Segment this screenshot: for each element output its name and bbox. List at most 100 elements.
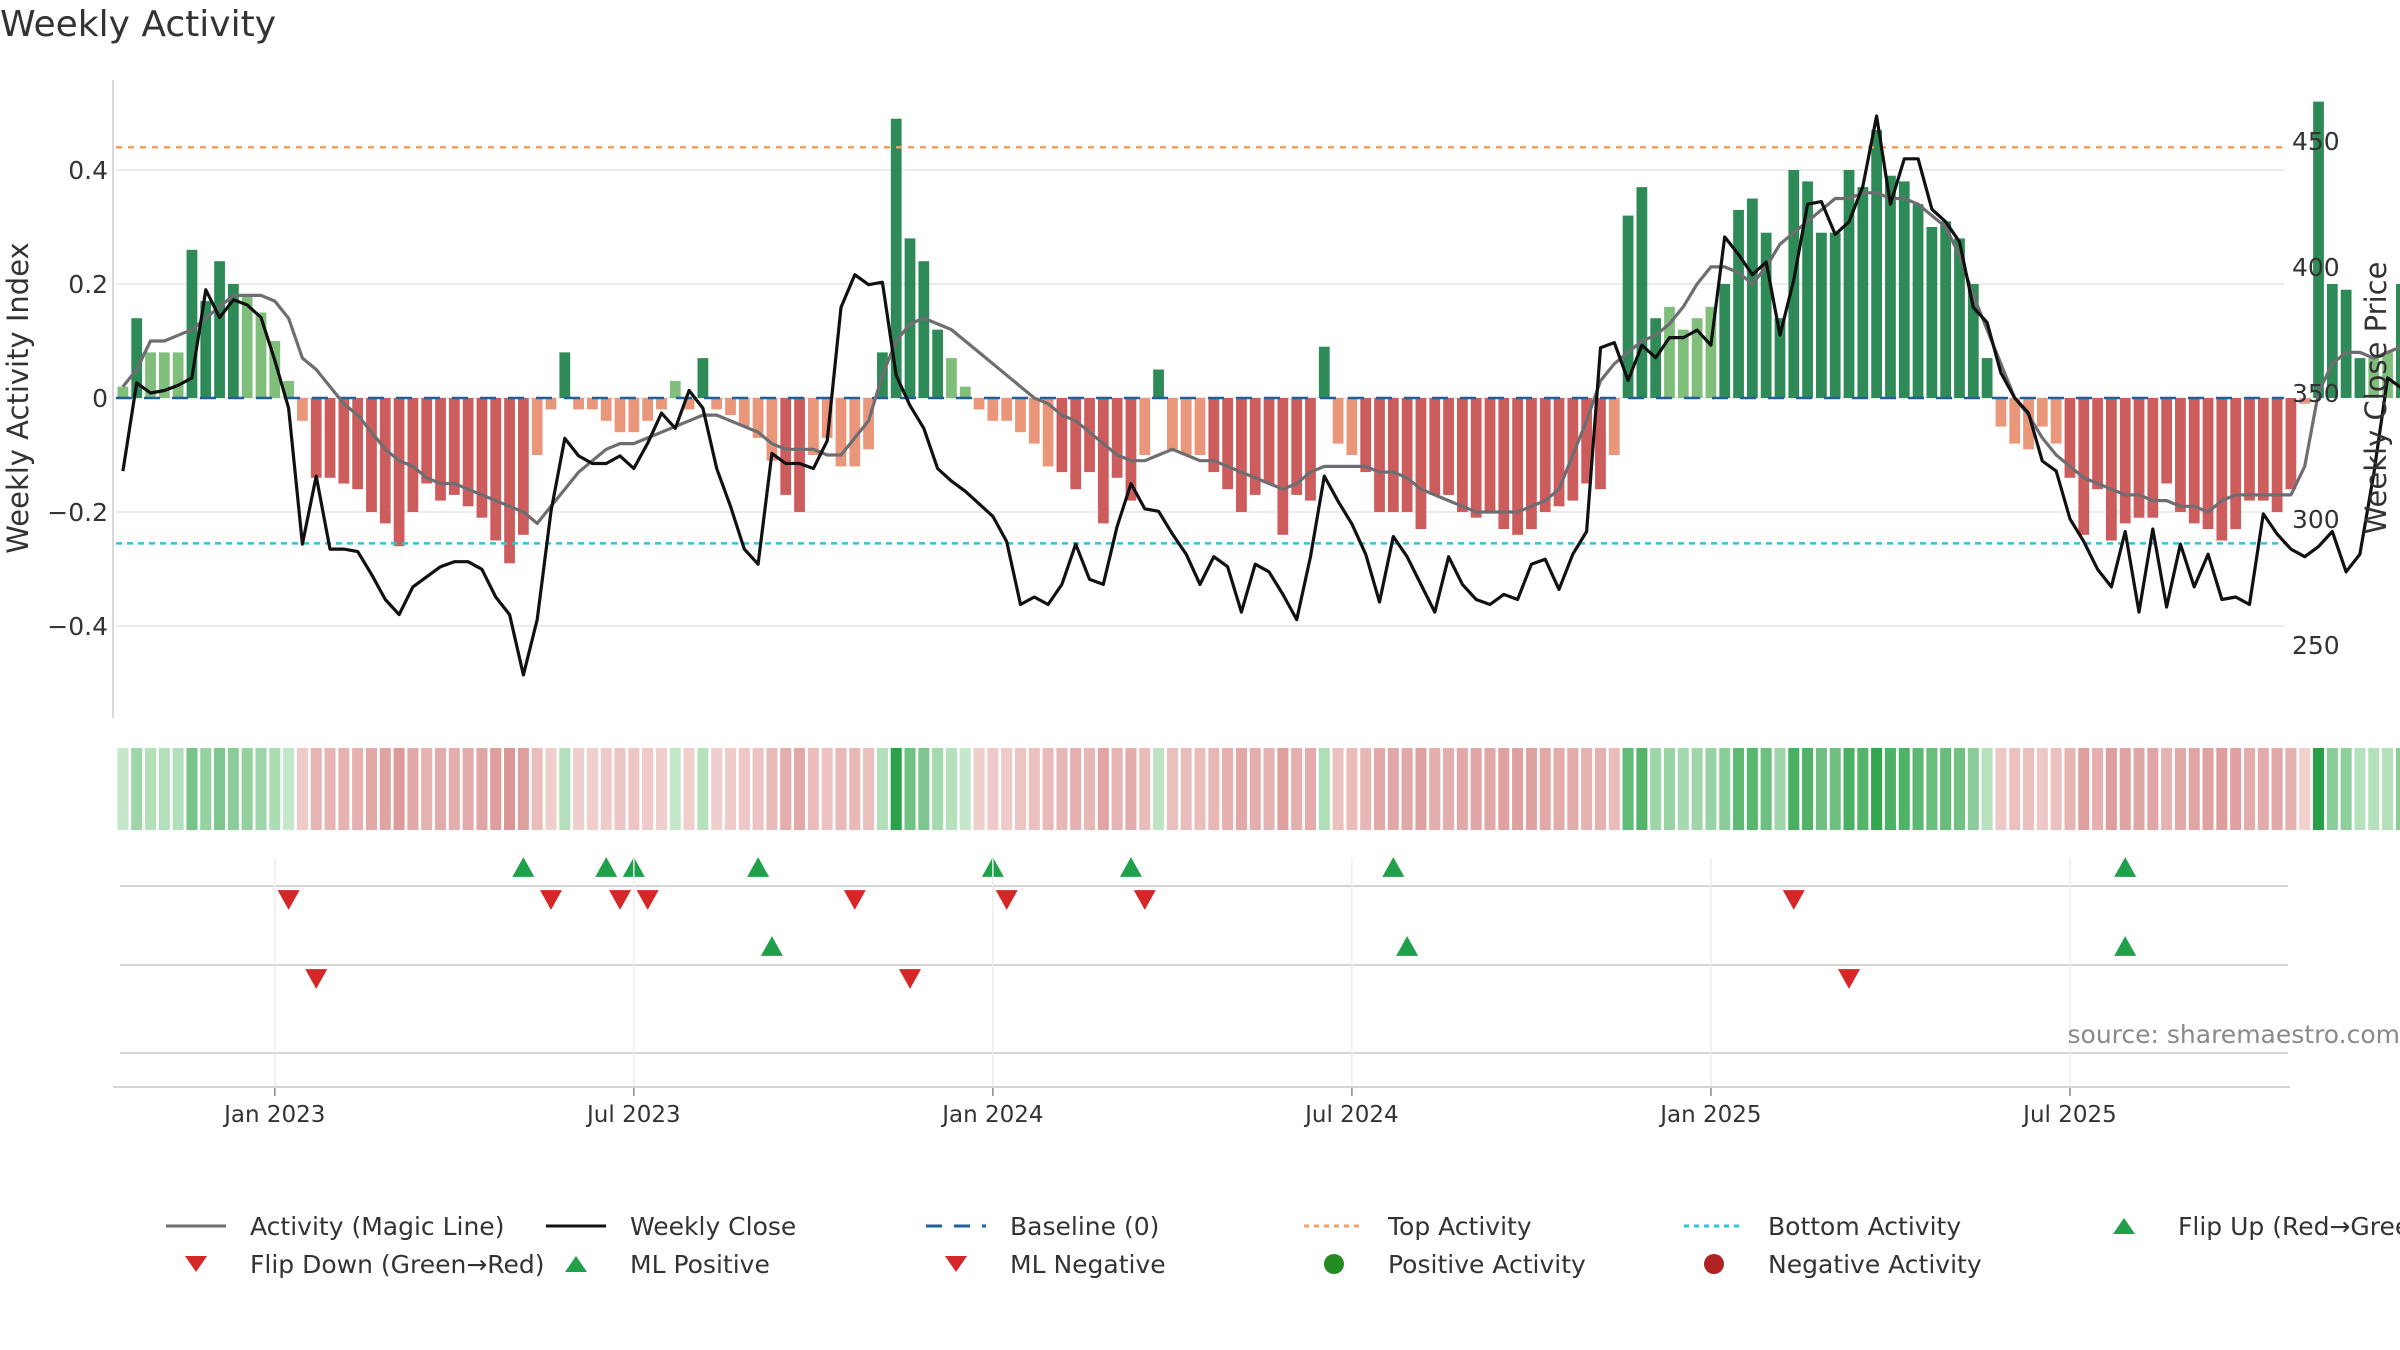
activity-bar	[379, 398, 391, 524]
heat-cell	[2243, 748, 2256, 830]
heat-cell	[1042, 748, 1054, 830]
activity-bar	[545, 398, 557, 410]
activity-bar	[462, 398, 474, 507]
y2-tick-label: 300	[2292, 505, 2340, 534]
heat-cell	[724, 748, 737, 830]
flip-down-marker	[609, 890, 632, 910]
heat-cell	[172, 748, 184, 830]
x-tick-label: Jul 2023	[585, 1102, 681, 1128]
legend-label: Activity (Magic Line)	[250, 1211, 505, 1241]
activity-heat-strip	[117, 748, 2400, 830]
activity-bar	[1857, 187, 1869, 398]
heat-cell	[573, 748, 585, 830]
heat-cell	[2395, 748, 2400, 830]
event-rows	[120, 857, 2288, 1054]
legend-item: Weekly Close	[546, 1208, 796, 1244]
heat-cell	[1014, 748, 1027, 830]
activity-bar	[587, 398, 598, 410]
heat-cell	[1581, 748, 1593, 830]
activity-bar	[1595, 398, 1606, 490]
heat-cell	[227, 748, 239, 830]
heat-cell	[1125, 748, 1137, 830]
activity-bar	[1028, 398, 1040, 444]
activity-bar	[1954, 238, 1965, 398]
activity-bar	[2036, 398, 2048, 427]
axes: 0.4 0.2 0 −0.2 −0.4 450 400 350 300 250	[47, 80, 2340, 718]
heat-cell	[987, 748, 999, 830]
activity-bar	[490, 398, 502, 541]
activity-bar	[1291, 398, 1303, 495]
activity-bar	[2299, 398, 2311, 404]
legend-item: Flip Down (Green→Red)	[166, 1246, 545, 1282]
heat-cell	[1981, 748, 1993, 830]
activity-bar	[573, 398, 584, 410]
activity-bar	[2216, 398, 2228, 541]
heat-cell	[752, 748, 764, 830]
activity-bars	[117, 101, 2400, 564]
activity-bar	[2271, 398, 2283, 512]
activity-bar	[1166, 398, 1178, 450]
heat-cell	[338, 748, 350, 830]
activity-bar	[2023, 398, 2034, 450]
heat-cell	[131, 748, 143, 830]
heat-cell	[2326, 748, 2338, 830]
heat-cell	[1871, 748, 1883, 830]
heat-cell	[1387, 748, 1399, 830]
activity-bar	[2382, 352, 2393, 398]
activity-bar	[393, 398, 405, 547]
dashed-line-icon	[926, 1216, 1000, 1236]
activity-bar	[1622, 215, 1634, 398]
flip-up-marker	[1382, 857, 1405, 877]
activity-bar	[1816, 232, 1827, 398]
activity-bar	[283, 380, 294, 398]
legend: Activity (Magic Line) Weekly Close Baselin…	[150, 1208, 2400, 1298]
activity-bar	[1539, 398, 1551, 512]
heat-cell	[1953, 748, 1966, 830]
legend-label: Flip Up (Red→Green)	[2178, 1211, 2400, 1241]
activity-bar	[1139, 398, 1151, 455]
activity-bar	[1429, 398, 1441, 495]
activity-bar	[2092, 398, 2103, 490]
activity-bar	[1981, 358, 1993, 398]
activity-bar	[1912, 204, 1924, 398]
ml-negative-marker	[305, 969, 328, 989]
heat-cell	[158, 748, 170, 830]
activity-bar	[904, 238, 916, 398]
activity-bar	[2133, 398, 2145, 518]
activity-bar	[2147, 398, 2159, 518]
heat-cell	[421, 748, 433, 830]
activity-bar	[241, 295, 253, 398]
triangle-up-icon	[2094, 1214, 2168, 1238]
activity-bar	[1926, 227, 1938, 398]
flip-down-marker	[277, 890, 300, 910]
activity-bar	[269, 341, 281, 398]
activity-bar	[1249, 398, 1261, 495]
heat-cell	[324, 748, 336, 830]
activity-bar	[2326, 284, 2338, 398]
activity-bar	[890, 118, 902, 398]
activity-bar	[531, 398, 543, 455]
heat-cell	[1111, 748, 1123, 830]
flip-up-marker	[2114, 857, 2137, 877]
heat-cell	[1360, 748, 1372, 830]
heat-cell	[1746, 748, 1758, 830]
heat-cell	[1843, 748, 1855, 830]
heat-cell	[1139, 748, 1151, 830]
activity-bar	[1829, 232, 1841, 398]
activity-bar	[1898, 181, 1910, 398]
flip-up-marker	[747, 857, 770, 877]
activity-bar	[117, 386, 129, 398]
flip-down-marker	[1133, 890, 1156, 910]
heat-cell	[1373, 748, 1386, 830]
flip-down-marker	[1782, 890, 1805, 910]
heat-cell	[1291, 748, 1303, 830]
activity-bar	[863, 398, 874, 450]
activity-bar	[1581, 398, 1593, 484]
series-lines	[121, 114, 2400, 677]
activity-bar	[1222, 398, 1234, 490]
heat-cell	[863, 748, 875, 830]
heat-cell	[1470, 748, 1482, 830]
heat-cell	[1443, 748, 1455, 830]
heat-cell	[614, 748, 626, 830]
flip-up-marker	[512, 857, 535, 877]
